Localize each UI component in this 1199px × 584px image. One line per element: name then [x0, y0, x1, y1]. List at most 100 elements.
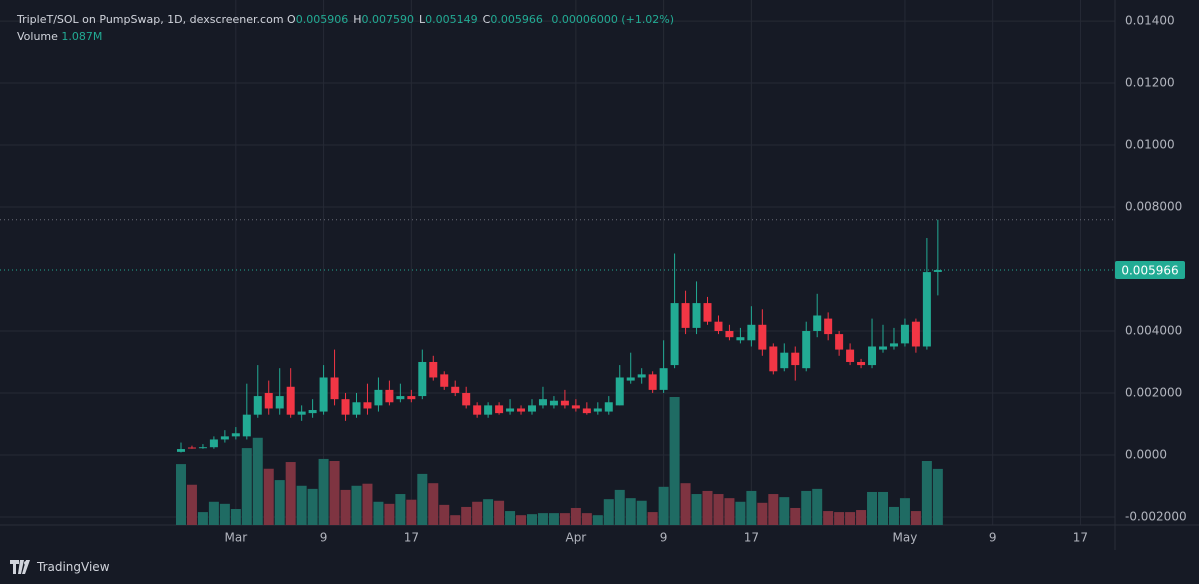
candle-body: [911, 321, 920, 347]
volume-legend: Volume 1.087M: [17, 30, 102, 43]
volume-bar: [932, 468, 943, 525]
volume-bar: [395, 494, 406, 525]
volume-bar: [230, 509, 241, 525]
volume-bar: [570, 507, 581, 525]
volume-bar: [537, 513, 548, 525]
volume-bar: [581, 513, 592, 525]
candle-body: [275, 396, 284, 409]
candle-body: [582, 408, 591, 414]
volume-bar: [285, 462, 296, 525]
volume-bar: [274, 480, 285, 525]
volume-bar: [340, 489, 351, 525]
volume-bar: [175, 464, 186, 525]
ohlc-value: 0.007590: [361, 13, 415, 26]
volume-bar: [910, 511, 921, 525]
candle-body: [747, 324, 756, 341]
volume-bar: [888, 506, 899, 525]
volume-bar: [483, 499, 494, 525]
volume-bar: [241, 448, 252, 525]
ohlc-key: H: [353, 13, 362, 26]
volume-bar: [373, 501, 384, 525]
volume-bar: [263, 468, 274, 525]
candle-body: [363, 402, 372, 409]
volume-bar: [461, 506, 472, 525]
candle-body: [813, 315, 822, 331]
ohlc-key: C: [482, 13, 491, 26]
ohlc-value: 0.005149: [425, 13, 478, 26]
volume-bar: [713, 494, 724, 525]
candle-body: [330, 377, 339, 400]
volume-bar: [625, 498, 636, 525]
y-tick-label: -0.002000: [1125, 509, 1187, 523]
volume-bar: [450, 515, 461, 525]
volume-bar: [867, 491, 878, 525]
candle-body: [484, 405, 493, 415]
candle-body: [187, 447, 196, 449]
x-tick-label: May: [893, 531, 918, 545]
candle-body: [758, 324, 767, 350]
candle-body: [253, 396, 262, 415]
candle-body: [495, 405, 504, 414]
volume-bar: [516, 515, 527, 525]
volume-value: 1.087M: [61, 30, 103, 43]
volume-bar: [472, 501, 483, 525]
volume-bar: [494, 500, 505, 525]
candle-body: [319, 377, 328, 412]
candle-body: [846, 349, 855, 362]
volume-bar: [899, 498, 910, 525]
candle-body: [889, 343, 898, 347]
candle-body: [220, 436, 229, 440]
y-tick-label: 0.004000: [1125, 323, 1182, 337]
volume-bar: [856, 510, 867, 525]
x-tick-label: 9: [989, 531, 997, 545]
candle-body: [473, 405, 482, 415]
volume-bar: [318, 458, 329, 525]
volume-bar: [669, 397, 680, 525]
volume-bar: [845, 512, 856, 525]
x-tick-label: 17: [744, 531, 759, 545]
candle-body: [385, 389, 394, 403]
candle-body: [198, 447, 207, 449]
x-tick-label: 17: [404, 531, 419, 545]
volume-bar: [296, 485, 307, 525]
candle-body: [418, 361, 427, 397]
volume-bar: [691, 494, 702, 525]
candle-body: [604, 402, 613, 412]
candle-body: [462, 392, 471, 406]
volume-bar: [186, 484, 197, 525]
y-tick-label: 0.008000: [1125, 200, 1182, 214]
candle-body: [637, 374, 646, 378]
candle-body: [659, 368, 668, 390]
volume-bar: [384, 503, 395, 525]
candle-body: [670, 303, 679, 366]
candle-body: [549, 400, 558, 406]
candle-body: [703, 303, 712, 322]
candle-body: [242, 414, 251, 437]
volume-bar: [658, 486, 669, 525]
volume-bar: [197, 512, 208, 525]
volume-bar: [428, 483, 439, 525]
volume-bar: [417, 473, 428, 525]
symbol-title: TripleT/SOL on PumpSwap, 1D, dexscreener…: [17, 13, 284, 26]
y-tick-label: 0.01000: [1125, 138, 1175, 152]
volume-bar: [702, 490, 713, 525]
x-tick-label: Apr: [565, 531, 586, 545]
x-tick-label: 17: [1073, 531, 1088, 545]
candle-body: [692, 303, 701, 328]
brand-name: TradingView: [37, 560, 110, 574]
volume-bar: [790, 507, 801, 525]
volume-bar: [779, 497, 790, 525]
ohlc-value: 0.005966: [490, 13, 543, 26]
candle-body: [440, 374, 449, 387]
candle-body: [297, 411, 306, 415]
volume-bar: [878, 491, 889, 525]
ohlc-key: O: [287, 13, 296, 26]
candle-body: [517, 408, 526, 412]
candle-body: [429, 361, 438, 378]
candle-body: [868, 346, 877, 366]
volume-bar: [559, 513, 570, 525]
candle-body: [714, 321, 723, 331]
volume-bar: [757, 502, 768, 525]
